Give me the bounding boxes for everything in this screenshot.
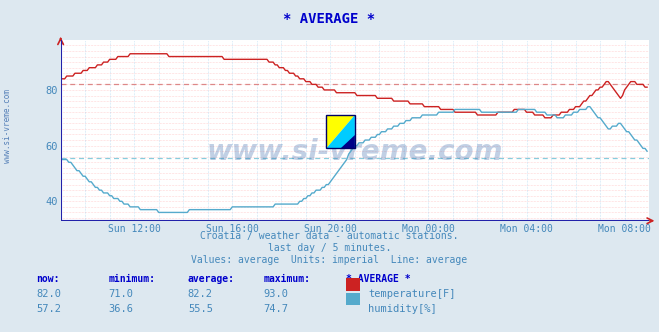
Text: www.si-vreme.com: www.si-vreme.com <box>3 89 13 163</box>
Text: now:: now: <box>36 274 60 284</box>
Text: 82.0: 82.0 <box>36 289 61 299</box>
Text: 82.2: 82.2 <box>188 289 213 299</box>
Bar <box>326 115 355 148</box>
Polygon shape <box>326 115 355 148</box>
Text: humidity[%]: humidity[%] <box>368 304 437 314</box>
Text: * AVERAGE *: * AVERAGE * <box>283 12 376 26</box>
Text: 71.0: 71.0 <box>109 289 134 299</box>
Text: Values: average  Units: imperial  Line: average: Values: average Units: imperial Line: av… <box>191 255 468 265</box>
Text: 55.5: 55.5 <box>188 304 213 314</box>
Text: * AVERAGE *: * AVERAGE * <box>346 274 411 284</box>
Text: last day / 5 minutes.: last day / 5 minutes. <box>268 243 391 253</box>
Text: minimum:: minimum: <box>109 274 156 284</box>
Polygon shape <box>341 135 355 148</box>
Text: 74.7: 74.7 <box>264 304 289 314</box>
Text: Croatia / weather data - automatic stations.: Croatia / weather data - automatic stati… <box>200 231 459 241</box>
Polygon shape <box>326 115 355 148</box>
Text: temperature[F]: temperature[F] <box>368 289 456 299</box>
Text: average:: average: <box>188 274 235 284</box>
Text: 36.6: 36.6 <box>109 304 134 314</box>
Text: maximum:: maximum: <box>264 274 310 284</box>
Text: www.si-vreme.com: www.si-vreme.com <box>207 138 503 166</box>
Text: 57.2: 57.2 <box>36 304 61 314</box>
Text: 93.0: 93.0 <box>264 289 289 299</box>
